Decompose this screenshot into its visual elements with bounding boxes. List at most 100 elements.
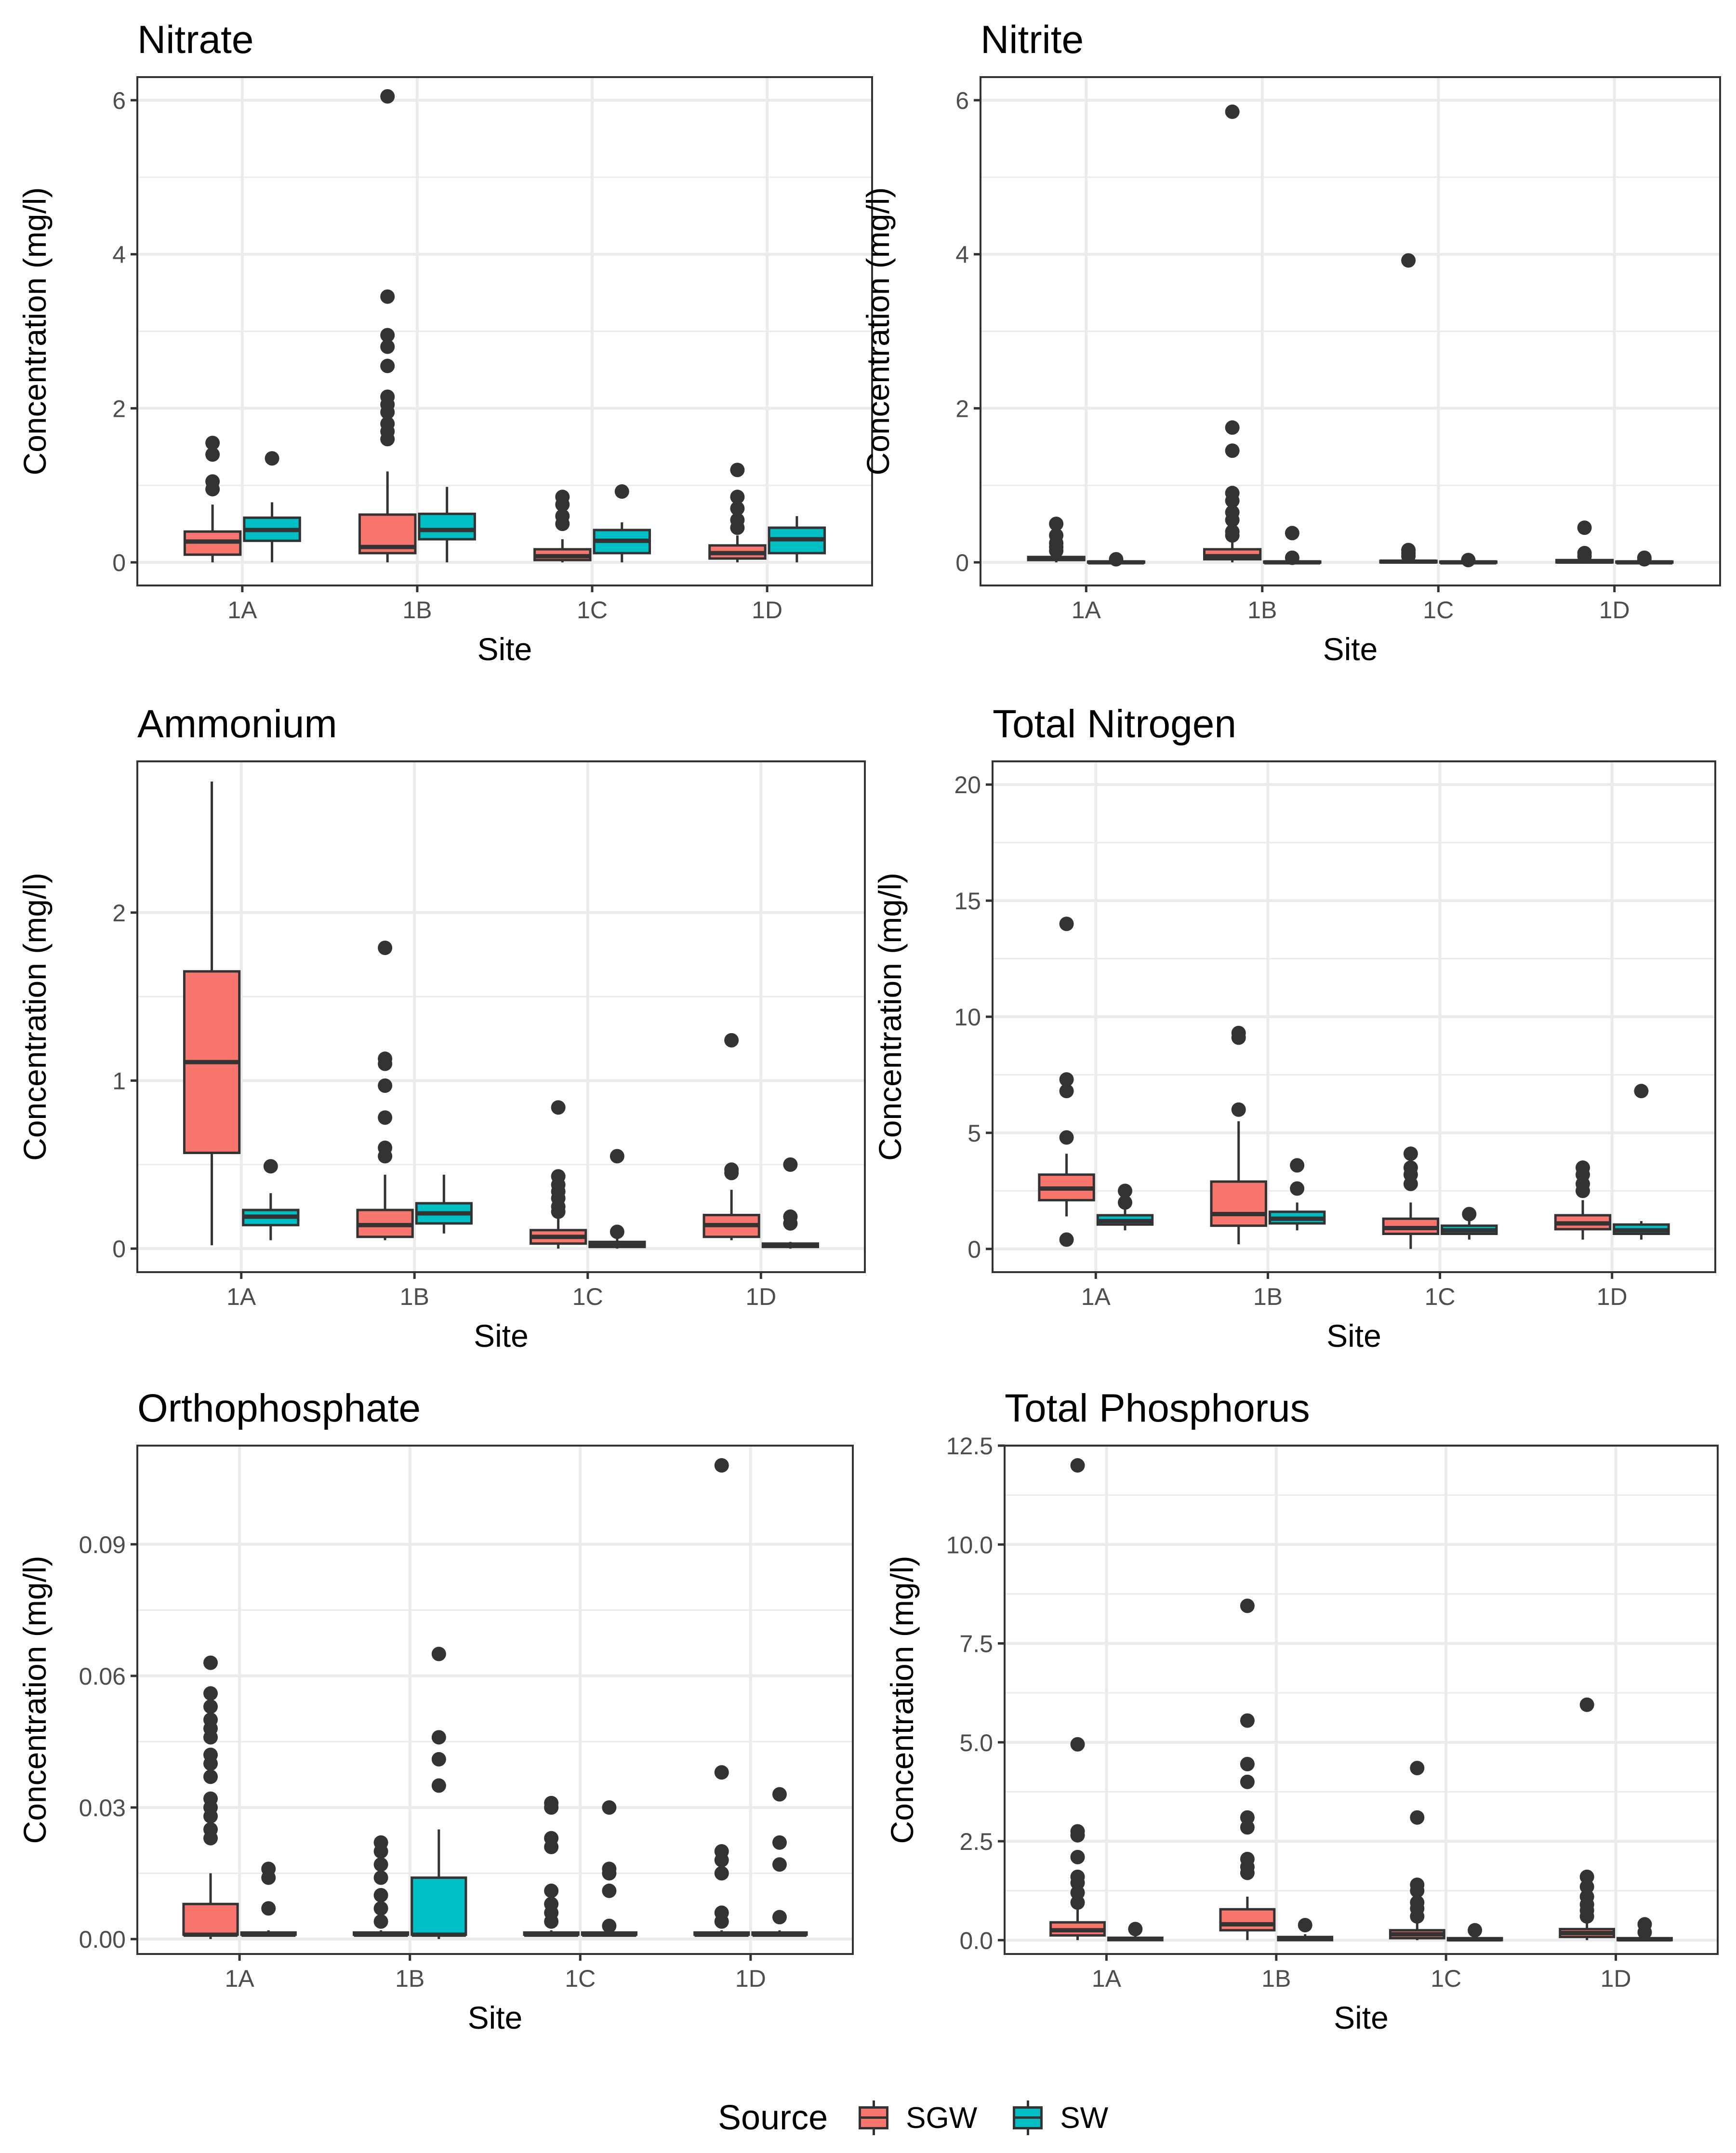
- legend-item-sw: SW: [1011, 2100, 1108, 2135]
- y-tick-label: 0.0: [959, 1927, 993, 1954]
- boxplot-sw-1d: [768, 516, 826, 563]
- y-tick-label: 6: [112, 87, 126, 114]
- y-axis-label: Concentration (mg/l): [17, 187, 53, 476]
- x-tick-label: 1D: [752, 597, 782, 624]
- x-tick-label: 1C: [1431, 1965, 1461, 1992]
- outlier-point: [1240, 1810, 1255, 1825]
- boxplot-sw-1a: [240, 1861, 297, 1937]
- boxplot-sgw-1a: [1049, 1458, 1106, 1940]
- outlier-point: [772, 1787, 787, 1802]
- y-tick-label: 6: [955, 87, 969, 114]
- outlier-point: [544, 1883, 559, 1898]
- outlier-point: [1298, 1918, 1312, 1933]
- outlier-point: [1410, 1895, 1425, 1910]
- outlier-point: [1059, 1232, 1074, 1247]
- outlier-point: [1070, 1824, 1085, 1839]
- boxplot-sgw-1c: [1389, 1761, 1445, 1940]
- outlier-point: [783, 1157, 798, 1172]
- outlier-point: [373, 1901, 388, 1916]
- box: [418, 512, 476, 541]
- boxplot-sgw-1c: [523, 1795, 580, 1937]
- outlier-point: [203, 1686, 218, 1701]
- panel-nitrate: 0 2 4 6 1A 1B 1C 1D Nitrate Site Concentration (mg…: [17, 18, 873, 667]
- y-tick-label: 4: [112, 241, 126, 268]
- y-tick-label: 10.0: [946, 1531, 993, 1558]
- x-axis-label: Site: [477, 631, 532, 667]
- outlier-point: [714, 1905, 729, 1920]
- outlier-point: [1240, 1820, 1255, 1835]
- boxplot-sgw-1d: [1554, 1160, 1612, 1240]
- y-tick-label: 0: [967, 1236, 981, 1263]
- x-tick-label: 1C: [565, 1965, 596, 1992]
- x-tick-label: 1A: [1072, 597, 1101, 624]
- outlier-point: [380, 328, 395, 343]
- y-tick-label: 7.5: [959, 1631, 993, 1658]
- boxplot-sgw-1a: [183, 781, 241, 1246]
- box: [1210, 1180, 1267, 1227]
- legend-item-sgw: SGW: [857, 2100, 977, 2135]
- boxplot-sgw-1a: [182, 1655, 239, 1940]
- boxplot-sw-1a: [1096, 1183, 1154, 1231]
- boxplot-sw-1c: [581, 1800, 638, 1937]
- outlier-point: [1118, 1195, 1132, 1210]
- x-axis-label: Site: [1334, 2000, 1389, 2035]
- outlier-point: [544, 1897, 559, 1912]
- outlier-point: [1290, 1181, 1305, 1196]
- outlier-point: [1231, 1025, 1246, 1040]
- outlier-point: [730, 463, 745, 478]
- plot-background: [137, 1446, 853, 1954]
- boxplot-sgw-1b: [358, 89, 417, 563]
- outlier-point: [1577, 545, 1592, 560]
- boxplot-sw-1b: [418, 487, 476, 563]
- x-tick-label: 1D: [735, 1965, 766, 1992]
- panel-border: [136, 1445, 854, 1955]
- boxplot-sgw-1b: [1210, 1025, 1267, 1245]
- panel-border: [992, 760, 1716, 1273]
- outlier-point: [1461, 553, 1476, 568]
- x-tick-label: 1B: [402, 597, 432, 624]
- y-axis-label: Concentration (mg/l): [17, 873, 53, 1161]
- y-tick-label: 1: [112, 1068, 126, 1095]
- outlier-point: [1070, 1849, 1085, 1864]
- boxplot-sgw-1b: [1203, 104, 1262, 563]
- boxplot-sw-1c: [1439, 553, 1497, 568]
- outlier-point: [1462, 1207, 1477, 1222]
- outlier-point: [378, 1078, 393, 1093]
- outlier-point: [1225, 524, 1240, 539]
- boxplot-sw-1d: [1615, 550, 1674, 567]
- box: [411, 1876, 467, 1936]
- outlier-point: [772, 1835, 787, 1850]
- panel-title: Total Phosphorus: [1005, 1386, 1310, 1430]
- outlier-point: [1401, 543, 1416, 558]
- outlier-point: [714, 1458, 729, 1473]
- outlier-point: [1403, 1146, 1418, 1161]
- outlier-point: [1637, 1917, 1652, 1932]
- boxplot-sgw-1b: [356, 941, 414, 1240]
- boxplot-sgw-1a: [1027, 517, 1086, 563]
- x-axis-label: Site: [1323, 631, 1378, 667]
- boxplot-sgw-1c: [533, 490, 592, 563]
- outlier-point: [730, 490, 745, 505]
- y-tick-label: 0: [955, 549, 969, 576]
- outlier-point: [1059, 1130, 1074, 1145]
- boxplot-sw-1c: [593, 484, 651, 563]
- outlier-point: [730, 501, 745, 516]
- outlier-point: [380, 289, 395, 304]
- outlier-point: [602, 1918, 617, 1933]
- outlier-point: [1576, 1160, 1590, 1175]
- outlier-point: [555, 490, 570, 505]
- outlier-point: [261, 1861, 276, 1876]
- panel-title: Total Nitrogen: [993, 702, 1236, 746]
- outlier-point: [1231, 1102, 1246, 1117]
- boxplot-sw-1d: [761, 1157, 820, 1249]
- y-tick-label: 2.5: [959, 1828, 993, 1855]
- x-tick-label: 1D: [1601, 1965, 1631, 1992]
- outlier-point: [1070, 1869, 1085, 1884]
- box: [182, 1902, 239, 1936]
- y-tick-label: 0: [112, 1236, 126, 1263]
- outlier-point: [1118, 1183, 1132, 1198]
- boxplot-sgw-1c: [1379, 253, 1438, 564]
- outlier-point: [1225, 104, 1240, 119]
- outlier-point: [203, 1769, 218, 1784]
